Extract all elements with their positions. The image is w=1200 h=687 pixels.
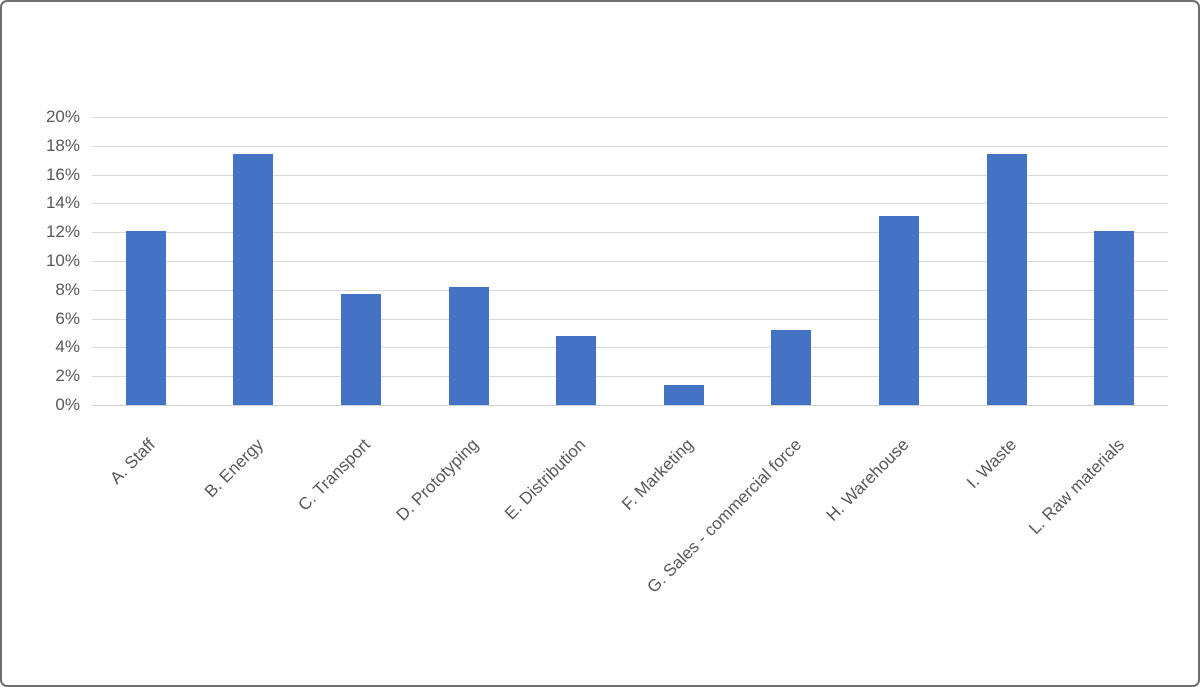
x-axis-category-label: I. Waste [962, 435, 1021, 493]
y-axis-tick-label: 12% [45, 222, 80, 242]
bar [1094, 230, 1135, 405]
plot-area [92, 117, 1168, 406]
x-axis-category-label: E. Distribution [501, 435, 590, 524]
x-axis-line [92, 405, 1168, 406]
bar [341, 294, 381, 405]
y-axis-tick-label: 16% [45, 164, 80, 184]
bar [771, 330, 812, 405]
y-axis-tick-label: 0% [55, 395, 80, 414]
y-axis-tick-label: 18% [45, 135, 80, 155]
gridline [92, 376, 1168, 378]
gridline [92, 174, 1168, 176]
bar [125, 230, 166, 405]
x-axis-category-label: L. Raw materials [1024, 435, 1128, 538]
x-axis-category-label: F. Marketing [618, 435, 698, 514]
gridline [92, 117, 1168, 118]
y-axis-tick-label: 20% [45, 107, 80, 126]
x-axis-category-label: D. Prototyping [392, 435, 483, 525]
bar [663, 384, 704, 405]
bar [556, 335, 597, 405]
gridline [92, 232, 1168, 234]
gridline [92, 347, 1168, 349]
x-axis-category-label: A. Staff [106, 435, 160, 488]
gridline [92, 289, 1168, 291]
y-axis-tick-label: 14% [45, 193, 80, 213]
gridline [92, 318, 1168, 320]
x-axis-category-label: C. Transport [294, 435, 375, 515]
y-axis-tick-label: 4% [55, 337, 80, 357]
bar [879, 216, 919, 405]
y-axis-tick-label: 2% [55, 366, 80, 386]
y-axis-tick-label: 10% [45, 251, 80, 270]
bar [233, 154, 274, 405]
x-axis-category-label: H. Warehouse [822, 435, 913, 525]
bar [448, 286, 489, 405]
gridline [92, 261, 1168, 262]
y-axis-tick-label: 8% [55, 279, 80, 299]
y-axis-tick-label: 6% [55, 308, 80, 328]
x-axis-category-label: B. Energy [200, 435, 267, 502]
gridline [92, 203, 1168, 205]
gridline [92, 145, 1168, 147]
bar [986, 154, 1027, 405]
